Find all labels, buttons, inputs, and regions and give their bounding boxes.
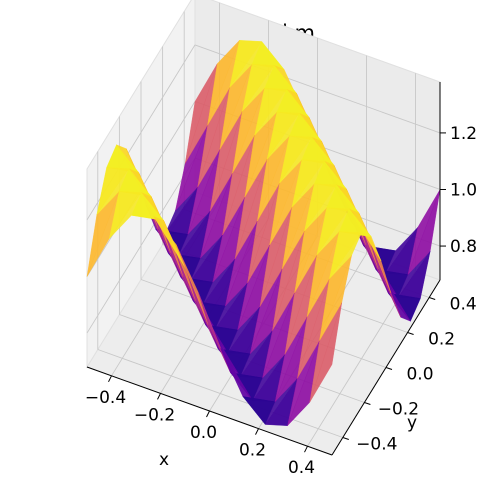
gridline-z-left [86, 157, 196, 334]
y-tick [429, 297, 436, 300]
y-tick-label: −0.2 [378, 400, 419, 420]
z-tick-label: 1.0 [450, 181, 477, 201]
x-tick [206, 410, 210, 418]
x-axis-label: x [159, 450, 169, 470]
y-tick [385, 367, 393, 370]
surface-facet [319, 255, 352, 341]
x-tick-label: 0.4 [288, 458, 315, 478]
y-tick-label: 0.2 [428, 330, 455, 350]
x-tick-label: 0.2 [239, 441, 266, 461]
x-tick [108, 375, 112, 383]
y-tick [364, 402, 371, 405]
surface-facet [309, 302, 342, 403]
y-tick-label: 0.4 [450, 295, 477, 315]
x-tick-label: −0.4 [85, 388, 126, 408]
x-tick-label: 0.0 [190, 423, 217, 443]
surface [86, 40, 441, 426]
surface-facet [407, 189, 441, 275]
y-tick [407, 332, 414, 335]
surface-facet [329, 232, 362, 279]
x-tick-label: −0.2 [134, 405, 175, 425]
z-tick-label: 0.8 [450, 237, 477, 257]
x-tick [255, 428, 259, 435]
y-tick [342, 437, 349, 440]
tick-labels: −0.4 −0.2 0.0 0.2 0.4 −0.4 −0.2 0.0 0.2 0.4 0.8 1.0… [85, 124, 477, 478]
x-tick [157, 393, 161, 400]
y-tick-label: −0.4 [356, 435, 397, 455]
y-axis-label: y [407, 413, 417, 433]
x-tick [304, 445, 308, 453]
y-tick-label: 0.0 [406, 365, 433, 385]
z-tick-label: 1.2 [450, 124, 477, 144]
